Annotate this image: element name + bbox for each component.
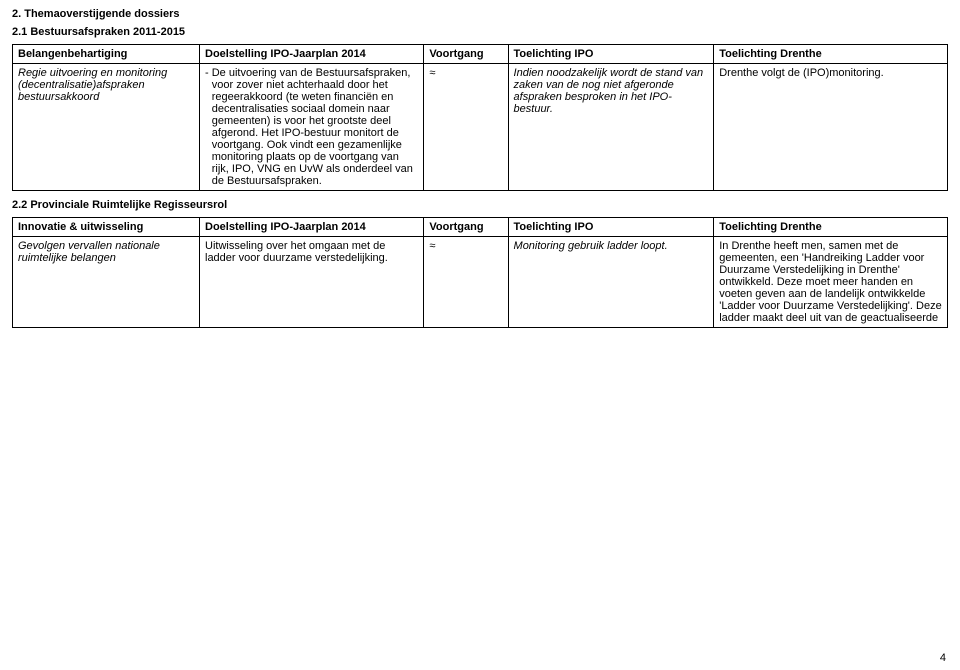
table-cell: ≈ [424,237,508,328]
table-1: Belangenbehartiging Doelstelling IPO-Jaa… [12,44,948,191]
table-cell: Indien noodzakelijk wordt de stand van z… [508,64,714,191]
table-header-cell: Toelichting Drenthe [714,45,948,64]
table-cell: Monitoring gebruik ladder loopt. [508,237,714,328]
table-row: Belangenbehartiging Doelstelling IPO-Jaa… [13,45,948,64]
table-cell: In Drenthe heeft men, samen met de gemee… [714,237,948,328]
table-cell: ≈ [424,64,508,191]
table-row: Regie uitvoering en monitoring (decentra… [13,64,948,191]
table-header-cell: Voortgang [424,218,508,237]
table-cell: Uitwisseling over het omgaan met de ladd… [200,237,424,328]
table-row: Innovatie & uitwisseling Doelstelling IP… [13,218,948,237]
table-cell: Gevolgen vervallen nationale ruimtelijke… [13,237,200,328]
table-cell: Drenthe volgt de (IPO)monitoring. [714,64,948,191]
table-header-cell: Toelichting Drenthe [714,218,948,237]
table-header-cell: Doelstelling IPO-Jaarplan 2014 [200,45,424,64]
table-cell: - De uitvoering van de Bestuursafspraken… [200,64,424,191]
list-marker: - [205,67,212,187]
table-header-cell: Toelichting IPO [508,45,714,64]
table-header-cell: Innovatie & uitwisseling [13,218,200,237]
section-22-heading: 2.2 Provinciale Ruimtelijke Regisseursro… [12,199,948,211]
table-header-cell: Toelichting IPO [508,218,714,237]
cell-text: De uitvoering van de Bestuursafspraken, … [212,67,419,187]
table-header-cell: Voortgang [424,45,508,64]
table-row: Gevolgen vervallen nationale ruimtelijke… [13,237,948,328]
section-21-heading: 2.1 Bestuursafspraken 2011-2015 [12,26,948,38]
page-number: 4 [940,652,946,664]
table-header-cell: Belangenbehartiging [13,45,200,64]
section-heading: 2. Themaoverstijgende dossiers [12,8,948,20]
table-2: Innovatie & uitwisseling Doelstelling IP… [12,217,948,328]
table-header-cell: Doelstelling IPO-Jaarplan 2014 [200,218,424,237]
table-cell: Regie uitvoering en monitoring (decentra… [13,64,200,191]
